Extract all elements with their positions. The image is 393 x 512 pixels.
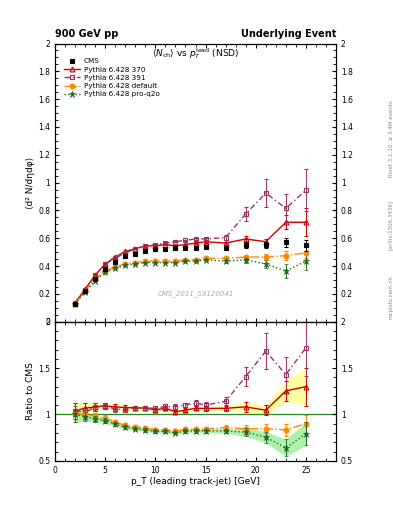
Text: $\langle N_{\rm ch}\rangle$ vs $p_T^{\rm lead}$ (NSD): $\langle N_{\rm ch}\rangle$ vs $p_T^{\rm… <box>152 46 239 61</box>
Text: Rivet 3.1.10, ≥ 3.4M events: Rivet 3.1.10, ≥ 3.4M events <box>388 100 393 177</box>
Text: [arXiv:1306.3436]: [arXiv:1306.3436] <box>388 200 393 250</box>
Text: mcplots.cern.ch: mcplots.cern.ch <box>388 275 393 319</box>
Y-axis label: ⟨d² N/dηdφ⟩: ⟨d² N/dηdφ⟩ <box>26 157 35 209</box>
Y-axis label: Ratio to CMS: Ratio to CMS <box>26 362 35 420</box>
Legend: CMS, Pythia 6.428 370, Pythia 6.428 391, Pythia 6.428 default, Pythia 6.428 pro-: CMS, Pythia 6.428 370, Pythia 6.428 391,… <box>61 55 163 100</box>
X-axis label: p_T (leading track-jet) [GeV]: p_T (leading track-jet) [GeV] <box>131 477 260 486</box>
Text: Underlying Event: Underlying Event <box>241 29 336 39</box>
Text: CMS_2011_S9120041: CMS_2011_S9120041 <box>157 290 234 297</box>
Text: 900 GeV pp: 900 GeV pp <box>55 29 118 39</box>
